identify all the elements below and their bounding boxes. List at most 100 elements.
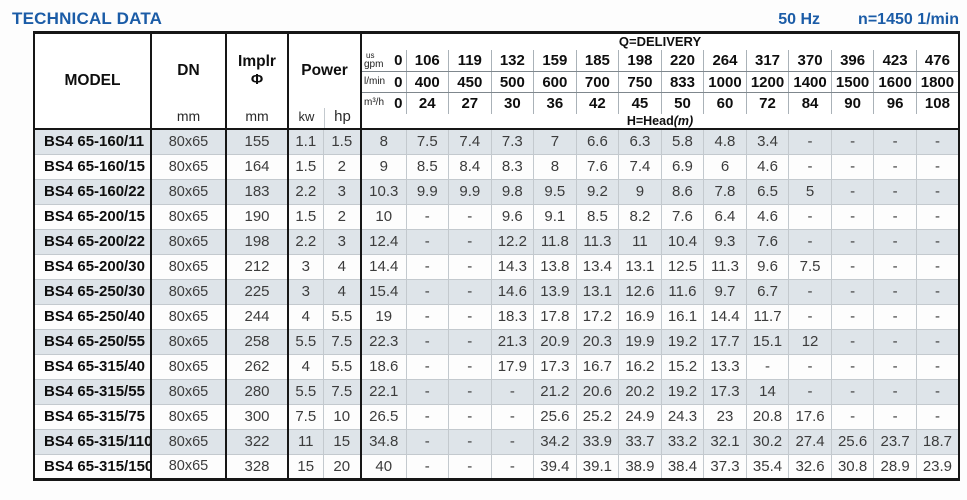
head-value-cell: 7.6 <box>575 154 619 180</box>
impeller-cell: 183 <box>226 179 289 205</box>
impeller-cell: 190 <box>226 204 289 230</box>
head-value-cell: 12.4 <box>361 229 406 255</box>
head-value-cell: 20.9 <box>533 329 577 355</box>
power-units-row: kw hp <box>289 108 359 128</box>
delivery-header-value: 423 <box>873 50 917 72</box>
dn-cell: 80x65 <box>151 404 227 430</box>
power-hp-cell: 10 <box>323 404 362 430</box>
m3h-zero-value: 0 <box>394 94 403 112</box>
lmin-zero-value: 0 <box>394 73 403 91</box>
model-cell: BS4 65-315/75 <box>34 404 152 430</box>
delivery-header-value: 317 <box>745 50 789 72</box>
head-value-cell: - <box>405 404 449 430</box>
head-value-cell: - <box>830 354 874 380</box>
head-value-cell: 9.3 <box>703 229 747 255</box>
head-value-cell: - <box>405 279 449 305</box>
column-header-model: MODEL <box>34 32 152 130</box>
head-value-cell: 39.4 <box>533 454 577 479</box>
head-value-cell: - <box>873 204 917 230</box>
model-cell: BS4 65-315/110 <box>34 429 152 455</box>
impeller-header-label: Implr Φ <box>238 52 276 89</box>
head-value-cell: 8.4 <box>448 154 492 180</box>
head-value-cell: 13.1 <box>575 279 619 305</box>
impeller-cell: 322 <box>226 429 289 455</box>
head-value-cell: 7.4 <box>618 154 662 180</box>
delivery-header-value: 500 <box>490 71 534 94</box>
dn-cell: 80x65 <box>151 129 227 155</box>
head-value-cell: - <box>873 304 917 330</box>
head-value-cell: 23 <box>703 404 747 430</box>
head-value-cell: 16.1 <box>660 304 704 330</box>
head-value-cell: 8 <box>361 129 406 155</box>
model-cell: BS4 65-200/22 <box>34 229 152 255</box>
head-value-cell: - <box>915 154 959 180</box>
dn-cell: 80x65 <box>151 204 227 230</box>
head-value-cell: - <box>788 154 832 180</box>
column-header-impeller: Implr Φ mm <box>226 32 289 130</box>
power-hp-cell: 2 <box>323 154 362 180</box>
table-header: MODEL DN mm Implr Φ mm Powe <box>34 32 959 131</box>
delivery-header-value: 220 <box>660 50 704 72</box>
head-value-cell: 14.4 <box>703 304 747 330</box>
head-value-cell: - <box>490 429 534 455</box>
head-value-cell: - <box>405 379 449 405</box>
head-value-cell: - <box>830 179 874 205</box>
head-value-cell: - <box>788 279 832 305</box>
head-value-cell: - <box>915 204 959 230</box>
head-value-cell: - <box>873 154 917 180</box>
impeller-cell: 262 <box>226 354 289 380</box>
head-value-cell: 9.5 <box>533 179 577 205</box>
delivery-header-value: 198 <box>618 50 662 72</box>
head-value-cell: 4.6 <box>745 154 789 180</box>
head-value-cell: 9.9 <box>448 179 492 205</box>
delivery-header-value: 600 <box>533 71 577 94</box>
head-value-cell: 15.1 <box>745 329 789 355</box>
head-value-cell: - <box>788 304 832 330</box>
head-value-cell: 35.4 <box>745 454 789 479</box>
impeller-cell: 212 <box>226 254 289 280</box>
delivery-header-value: 185 <box>575 50 619 72</box>
head-value-cell: 6.7 <box>745 279 789 305</box>
head-value-cell: 16.2 <box>618 354 662 380</box>
head-value-cell: 10 <box>361 204 406 230</box>
head-value-cell: 10.3 <box>361 179 406 205</box>
head-value-cell: - <box>830 329 874 355</box>
head-value-cell: - <box>830 379 874 405</box>
head-value-cell: 20.2 <box>618 379 662 405</box>
delivery-header-value: 700 <box>575 71 619 94</box>
head-value-cell: 33.7 <box>618 429 662 455</box>
head-value-cell: - <box>915 254 959 280</box>
head-value-cell: - <box>830 204 874 230</box>
delivery-header-value: 84 <box>788 92 832 114</box>
delivery-header-value: 476 <box>915 50 959 72</box>
head-value-cell: 7.3 <box>490 129 534 155</box>
table-body: BS4 65-160/11 80x65 155 1.1 1.5 8 7.5 7.4 7.3 7 6.… <box>34 129 959 479</box>
head-value-cell: - <box>873 129 917 155</box>
head-value-cell: 34.2 <box>533 429 577 455</box>
head-value-cell: 19 <box>361 304 406 330</box>
head-value-cell: 5 <box>788 179 832 205</box>
head-value-cell: 24.3 <box>660 404 704 430</box>
head-value-cell: 11.7 <box>745 304 789 330</box>
head-value-cell: 38.4 <box>660 454 704 479</box>
dn-cell: 80x65 <box>151 354 227 380</box>
dn-cell: 80x65 <box>151 379 227 405</box>
head-value-cell: - <box>915 179 959 205</box>
head-value-cell: 7 <box>533 129 577 155</box>
power-kw-cell: 2.2 <box>288 179 324 205</box>
hp-unit-label: hp <box>324 108 359 128</box>
head-value-cell: - <box>448 279 492 305</box>
head-value-cell: 3.4 <box>745 129 789 155</box>
power-kw-cell: 15 <box>288 454 324 479</box>
speed-label: n=1450 1/min <box>858 11 959 28</box>
head-value-cell: 11.6 <box>660 279 704 305</box>
head-value-cell: 9 <box>618 179 662 205</box>
power-kw-cell: 7.5 <box>288 404 324 430</box>
head-value-cell: 33.9 <box>575 429 619 455</box>
head-value-cell: - <box>915 304 959 330</box>
head-value-cell: - <box>873 279 917 305</box>
head-value-cell: 8.6 <box>660 179 704 205</box>
head-value-cell: - <box>873 229 917 255</box>
head-value-cell: 19.2 <box>660 379 704 405</box>
dn-cell: 80x65 <box>151 179 227 205</box>
